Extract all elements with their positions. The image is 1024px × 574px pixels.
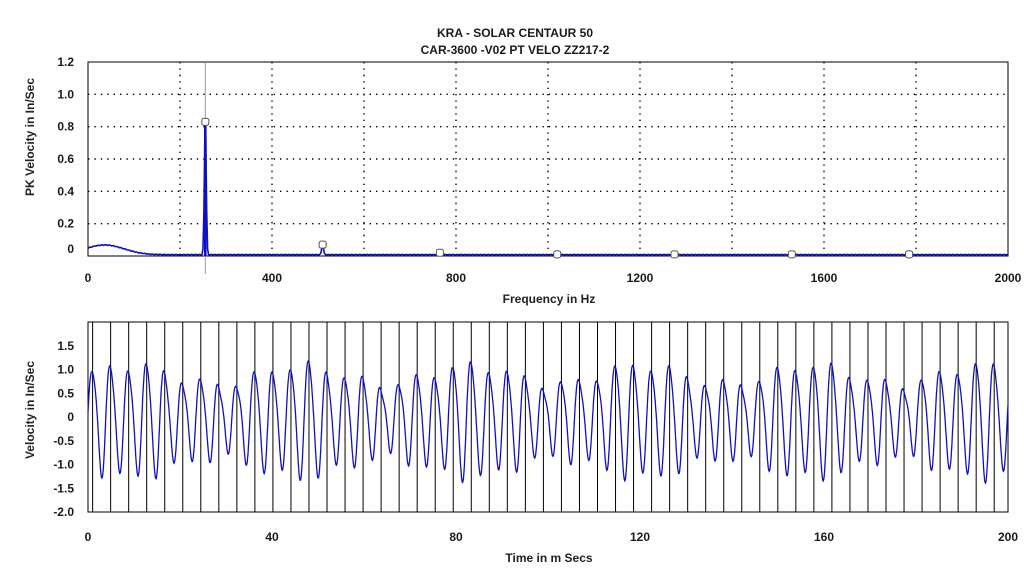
chart-title: KRA - SOLAR CENTAUR 50 xyxy=(436,26,593,40)
waveform-y-tick-label: 1.0 xyxy=(57,363,74,377)
spectrum-x-tick-label: 1600 xyxy=(811,271,838,285)
spectrum-x-tick-label: 1200 xyxy=(627,271,654,285)
waveform-y-tick-label: 1.5 xyxy=(57,339,74,353)
waveform-y-tick-label: -2.0 xyxy=(53,505,74,519)
harmonic-marker xyxy=(318,240,327,249)
harmonic-marker xyxy=(201,117,210,126)
spectrum-y-tick-label: 0 xyxy=(67,242,74,256)
harmonic-marker xyxy=(435,248,444,257)
waveform-y-tick-label: -1.5 xyxy=(53,481,74,495)
waveform-x-tick-label: 80 xyxy=(449,530,463,544)
spectrum-series-line xyxy=(87,136,1009,256)
spectrum-x-tick-label: 0 xyxy=(85,271,92,285)
waveform-x-tick-label: 160 xyxy=(814,530,834,544)
spectrum-y-tick-label: 0.2 xyxy=(57,217,74,231)
harmonic-marker xyxy=(787,250,796,259)
waveform-x-axis-label: Time in m Secs xyxy=(505,551,593,565)
spectrum-x-axis-label: Frequency in Hz xyxy=(502,292,596,306)
spectrum-y-tick-label: 0.8 xyxy=(57,120,74,134)
harmonic-marker xyxy=(905,250,914,259)
spectrum-x-tick-label: 2000 xyxy=(995,271,1022,285)
spectrum-y-tick-label: 0.4 xyxy=(57,184,74,198)
spectrum-x-tick-label: 800 xyxy=(446,271,466,285)
waveform-plot: 0 40 80 120 160 200 -2.0 -1.5 -1.0 -0.5 0 0.5 1.0 1.5 xyxy=(53,321,1018,544)
waveform-x-tick-label: 120 xyxy=(630,530,650,544)
waveform-y-tick-label: -1.0 xyxy=(53,458,74,472)
chart-subtitle: CAR-3600 -V02 PT VELO ZZ217-2 xyxy=(420,43,610,57)
spectrum-y-tick-label: 1.2 xyxy=(57,55,74,69)
spectrum-y-tick-label: 0.6 xyxy=(57,152,74,166)
waveform-x-tick-label: 200 xyxy=(998,530,1018,544)
waveform-y-tick-label: -0.5 xyxy=(53,434,74,448)
spectrum-y-tick-label: 1.0 xyxy=(57,87,74,101)
waveform-y-tick-label: 0 xyxy=(67,410,74,424)
waveform-x-tick-label: 40 xyxy=(265,530,279,544)
harmonic-marker xyxy=(553,250,562,259)
spectrum-x-tick-label: 400 xyxy=(262,271,282,285)
waveform-x-tick-label: 0 xyxy=(85,530,92,544)
spectrum-plot: 0 400 800 1200 1600 2000 0 0.2 0.4 0.6 0.8 1.0 1.2 xyxy=(57,55,1021,285)
waveform-y-tick-label: 0.5 xyxy=(57,386,74,400)
harmonic-marker xyxy=(670,250,679,259)
waveform-series-line xyxy=(87,359,1009,485)
